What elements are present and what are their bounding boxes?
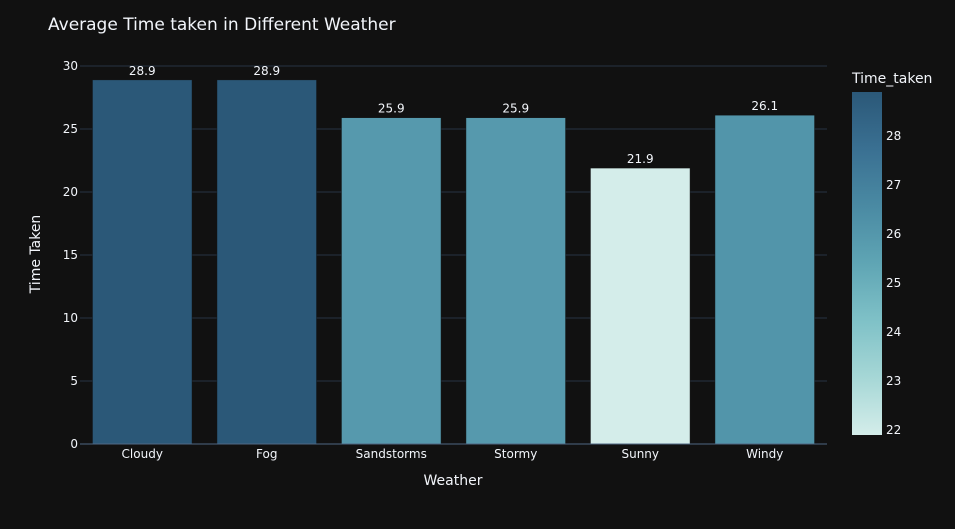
y-tick-label: 25 (63, 122, 78, 136)
y-tick-label: 5 (70, 374, 78, 388)
x-tick-label: Cloudy (122, 447, 163, 461)
bar-sunny[interactable] (590, 167, 691, 445)
x-tick-label: Sandstorms (356, 447, 427, 461)
bar-value-label: 25.9 (378, 102, 405, 116)
bar-value-label: 21.9 (627, 152, 654, 166)
bar-stormy[interactable] (465, 117, 566, 445)
colorbar-tick-label: 23 (886, 374, 901, 388)
colorbar-tick-label: 27 (886, 178, 901, 192)
colorbar-ticks: 22 23 24 25 26 27 28 (886, 129, 901, 437)
colorbar-tick-label: 25 (886, 276, 901, 290)
x-tick-label: Windy (746, 447, 783, 461)
y-tick-label: 30 (63, 59, 78, 73)
x-axis-title: Weather (424, 473, 483, 489)
bar-fog[interactable] (216, 79, 317, 445)
grid-lines (80, 65, 827, 382)
colorbar-gradient (852, 92, 882, 435)
y-tick-label: 0 (70, 437, 78, 451)
y-axis-title: Time Taken (28, 215, 44, 295)
chart-title: Average Time taken in Different Weather (48, 15, 396, 35)
y-tick-label: 10 (63, 311, 78, 325)
bar-value-label: 26.1 (751, 99, 778, 113)
bar-value-label: 28.9 (129, 64, 156, 78)
x-tick-label: Sunny (621, 447, 659, 461)
bar-windy[interactable] (714, 114, 815, 445)
x-tick-label: Stormy (494, 447, 537, 461)
x-axis-ticks: Cloudy Fog Sandstorms Stormy Sunny Windy (122, 447, 784, 461)
colorbar-tick-label: 22 (886, 423, 901, 437)
y-tick-label: 15 (63, 248, 78, 262)
x-tick-label: Fog (256, 447, 277, 461)
y-axis-ticks: 0 5 10 15 20 25 30 (63, 59, 78, 451)
colorbar-tick-label: 28 (886, 129, 901, 143)
y-tick-label: 20 (63, 185, 78, 199)
bars (92, 79, 815, 445)
bar-value-label: 25.9 (502, 102, 529, 116)
colorbar-tick-label: 24 (886, 325, 901, 339)
bar-value-label: 28.9 (253, 64, 280, 78)
bar-sandstorms[interactable] (341, 117, 442, 445)
bar-cloudy[interactable] (92, 79, 193, 445)
value-labels: 28.9 28.9 25.9 25.9 21.9 26.1 (129, 64, 778, 166)
colorbar: Time_taken 22 23 24 25 26 27 28 (851, 71, 932, 437)
colorbar-tick-label: 26 (886, 227, 901, 241)
colorbar-title: Time_taken (851, 71, 932, 87)
